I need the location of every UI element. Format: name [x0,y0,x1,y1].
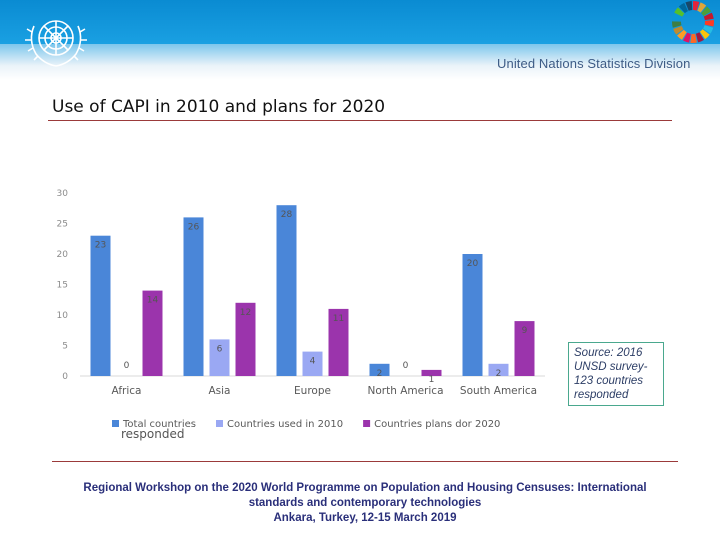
un-emblem-icon [25,20,87,67]
sdg-wheel-segment [699,29,710,40]
bar [302,351,323,376]
bar [328,308,349,376]
source-line: 123 countries [574,375,644,387]
data-label: 2 [496,369,502,379]
y-tick-label: 25 [57,220,68,230]
source-line: Source: 2016 [574,347,643,359]
data-label: 23 [95,241,106,251]
data-label: 14 [147,296,159,306]
data-label: 28 [281,210,293,220]
data-label: 2 [377,369,383,379]
data-label: 11 [333,314,344,324]
header-banner: United Nations Statistics Division [0,0,720,80]
source-line: UNSD survey- [574,361,648,373]
sdg-wheel-segment [703,12,714,21]
sdg-wheel-segment [672,21,682,28]
organization-name: United Nations Statistics Division [497,56,691,71]
data-label: 6 [217,344,223,354]
y-tick-label: 30 [57,189,69,199]
sdg-wheel-segment [693,1,700,11]
title-divider [48,120,672,121]
sdg-wheel-segment [704,20,714,27]
y-tick-label: 10 [57,311,69,321]
legend-label: Countries used in 2010 [227,419,343,430]
legend-label: Countries plans dor 2020 [374,419,500,430]
sdg-wheel-segment [701,6,712,17]
data-label: 0 [403,361,409,371]
bar [90,235,111,376]
data-label: 1 [429,375,435,385]
sdg-wheel-segment [672,13,682,21]
sdg-wheel-segment [677,29,687,40]
sdg-wheel-segment [678,2,689,14]
x-tick-label: Europe [294,385,331,397]
bar [514,321,535,376]
sdg-wheel-segment [674,7,685,17]
footer-line: Ankara, Turkey, 12-15 March 2019 [273,512,457,524]
bar [276,205,297,376]
slide-title: Use of CAPI in 2010 and plans for 2020 [52,97,386,117]
source-note: Source: 2016 UNSD survey- 123 countries … [568,342,664,406]
bar [209,339,230,376]
footer-line: standards and contemporary technologies [248,497,482,509]
data-label: 4 [310,357,316,367]
sdg-wheel-icon [672,1,714,43]
legend-swatch [363,420,371,427]
x-tick-label: North America [367,385,443,397]
y-tick-label: 0 [62,372,68,382]
x-tick-label: South America [460,385,537,397]
bar [462,254,483,376]
bar [142,290,163,376]
sdg-wheel-segment [702,25,714,34]
bar [369,363,390,376]
footer-caption: Regional Workshop on the 2020 World Prog… [60,481,670,526]
footer-divider [52,461,678,462]
data-label: 0 [124,361,130,371]
header-blue-band [0,0,720,44]
header-fade [0,44,720,80]
y-tick-label: 5 [62,342,68,352]
bar [235,302,256,376]
sdg-wheel-segment [690,33,697,43]
sdg-wheel-segment [697,2,707,13]
data-label: 26 [188,222,200,232]
y-tick-label: 20 [57,250,69,260]
y-tick-label: 15 [57,281,68,291]
x-tick-label: Asia [208,385,230,397]
footer-line: Regional Workshop on the 2020 World Prog… [83,482,647,494]
sdg-wheel-segment [685,1,693,11]
sdg-wheel-segment [683,32,691,43]
legend-swatch [216,420,223,427]
data-label: 12 [240,308,251,318]
bar [183,217,204,376]
bar [421,369,442,376]
x-tick-label: Africa [112,385,142,397]
legend-swatch [112,420,119,427]
sdg-wheel-segment [673,25,684,35]
data-label: 9 [522,326,528,336]
overlay-text: responded [121,427,185,441]
data-label: 20 [467,259,479,269]
source-line: responded [574,389,629,401]
sdg-wheel-segment [695,32,705,43]
bar [488,363,509,376]
